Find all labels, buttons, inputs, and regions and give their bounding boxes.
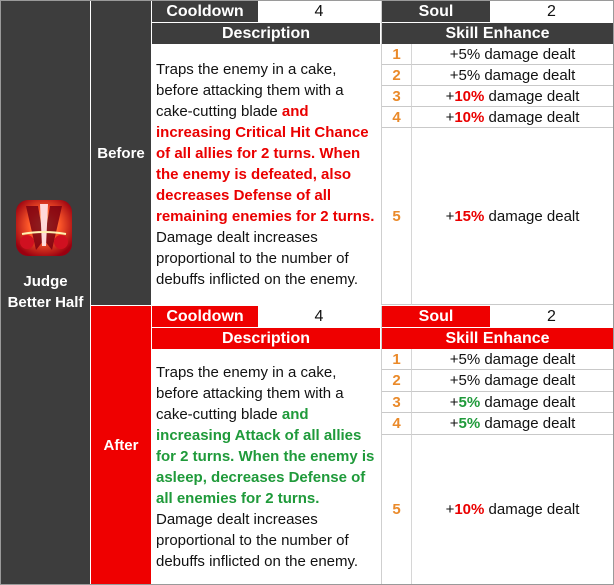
before-enhance-level: 1	[382, 44, 412, 65]
before-enhance-effect: +10% damage dealt	[412, 86, 613, 107]
divider	[381, 306, 382, 584]
before-label: Before	[91, 1, 151, 305]
after-description: Traps the enemy in a cake, before attack…	[152, 349, 380, 584]
before-description-text: Traps the enemy in a cake, before attack…	[156, 61, 344, 120]
before-enhance-level: 3	[382, 86, 412, 107]
skill-name: Judge Better Half	[1, 271, 90, 313]
after-enhance-header: Skill Enhance	[382, 328, 613, 349]
before-soul-label: Soul	[382, 1, 490, 22]
after-enhance-effect: +5% damage dealt	[412, 392, 613, 413]
after-enhance-level: 4	[382, 413, 412, 435]
after-enhance-effect: +5% damage dealt	[412, 349, 613, 370]
skill-icon	[16, 200, 72, 256]
divider	[381, 1, 382, 305]
after-enhance-effect: +5% damage dealt	[412, 370, 613, 392]
after-description-header: Description	[152, 328, 380, 349]
skill-name-line1: Judge	[23, 273, 68, 290]
before-description: Traps the enemy in a cake, before attack…	[152, 44, 380, 305]
skill-name-line2: Better Half	[7, 294, 84, 311]
before-cooldown-value: 4	[258, 1, 380, 22]
before-enhance-effect: +10% damage dealt	[412, 107, 613, 128]
after-enhance-effect: +10% damage dealt	[445, 501, 580, 518]
before-soul-value: 2	[490, 1, 613, 22]
before-description-text-end: Damage dealt increases proportional to t…	[156, 229, 359, 288]
after-description-highlight: and increasing Attack of all allies for …	[156, 405, 375, 507]
after-soul-label: Soul	[382, 306, 490, 327]
after-description-text-end: Damage dealt increases proportional to t…	[156, 510, 359, 570]
before-enhance-effect: +5% damage dealt	[412, 65, 613, 86]
before-enhance-level: 5	[382, 128, 412, 305]
before-enhance-effect: +5% damage dealt	[412, 44, 613, 65]
after-enhance-level: 2	[382, 370, 412, 392]
before-enhance-effect: +15% damage dealt	[412, 128, 613, 305]
before-description-header: Description	[152, 23, 380, 44]
after-enhance-level: 1	[382, 349, 412, 370]
after-soul-value: 2	[490, 306, 613, 327]
after-description-text: Traps the enemy in a cake, before attack…	[156, 363, 344, 423]
after-cooldown-value: 4	[258, 306, 380, 327]
before-enhance-header: Skill Enhance	[382, 23, 613, 44]
after-enhance-level: 5	[382, 435, 412, 584]
before-enhance-level: 4	[382, 107, 412, 128]
skill-sidebar	[1, 1, 90, 584]
after-enhance-level: 3	[382, 392, 412, 413]
after-cooldown-label: Cooldown	[152, 306, 258, 327]
before-enhance-level: 2	[382, 65, 412, 86]
after-enhance-effect: +5% damage dealt	[412, 413, 613, 435]
after-label: After	[91, 306, 151, 584]
before-cooldown-label: Cooldown	[152, 1, 258, 22]
before-description-highlight: and increasing Critical Hit Chance of al…	[156, 103, 375, 225]
